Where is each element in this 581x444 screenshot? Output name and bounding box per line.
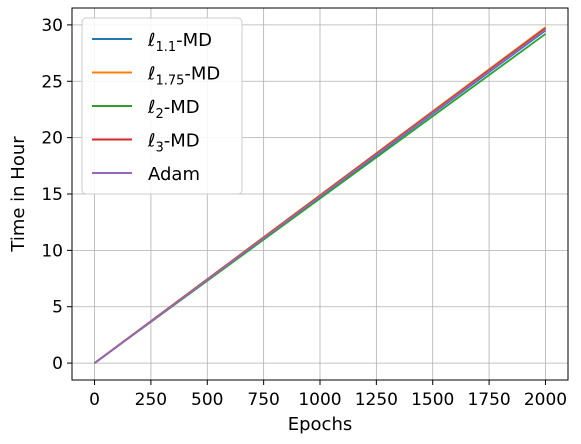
y-tick-label: 20 <box>41 129 63 149</box>
series-line-adam <box>94 28 546 364</box>
legend-entry: ℓ1.75-MD <box>147 64 220 89</box>
x-tick-label: 500 <box>191 390 223 410</box>
y-tick-label: 5 <box>52 298 63 318</box>
y-tick-label: 0 <box>52 354 63 374</box>
y-tick-label: 10 <box>41 241 63 261</box>
grid-lines <box>72 8 568 380</box>
x-tick-label: 250 <box>135 390 167 410</box>
y-tick-label: 15 <box>41 185 63 205</box>
x-tick-label: 1250 <box>355 390 398 410</box>
x-tick-label: 750 <box>247 390 279 410</box>
x-tick-label: 1000 <box>298 390 341 410</box>
legend: ℓ1.1-MD ℓ1.75-MD ℓ2-MD ℓ3-MD Adam <box>81 17 243 195</box>
x-tick-label: 2000 <box>524 390 567 410</box>
x-tick-label: 0 <box>89 390 100 410</box>
x-axis-label: Epochs <box>288 414 353 435</box>
y-axis-label: Time in Hour <box>8 136 29 253</box>
legend-entry: ℓ2-MD <box>147 97 200 122</box>
series-layer <box>94 26 546 364</box>
legend-entry: Adam <box>148 164 200 185</box>
y-tick-label: 25 <box>41 72 63 92</box>
y-tick-label: 30 <box>41 16 63 36</box>
y-axis: 0 5 10 15 20 25 30 <box>41 16 72 374</box>
legend-entry: ℓ3-MD <box>147 131 200 156</box>
legend-entry: ℓ1.1-MD <box>147 30 212 55</box>
x-axis: 0 250 500 750 1000 1250 1500 1750 2000 <box>89 380 567 410</box>
x-tick-label: 1500 <box>411 390 454 410</box>
legend-box <box>81 17 243 195</box>
x-tick-label: 1750 <box>467 390 510 410</box>
